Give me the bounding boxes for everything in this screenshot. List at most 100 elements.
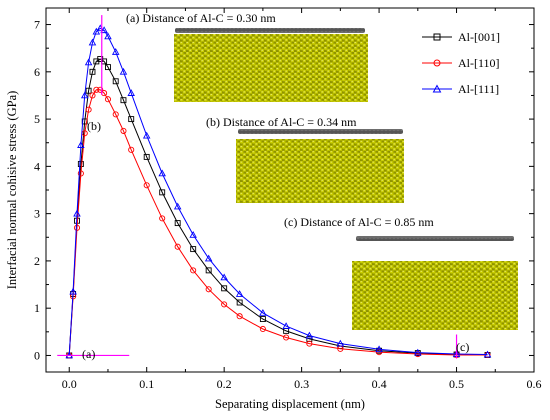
data-point <box>336 339 345 347</box>
aluminum-block <box>174 34 368 102</box>
data-point <box>142 131 151 139</box>
graphene-sheet <box>238 129 403 134</box>
inset-caption: (a) Distance of Al-C = 0.30 nm <box>126 11 276 25</box>
legend-swatch-marker <box>432 84 442 93</box>
series-line <box>68 89 488 356</box>
series <box>65 24 492 359</box>
data-point <box>259 316 266 323</box>
data-point <box>119 67 128 75</box>
data-point <box>77 161 84 167</box>
data-point <box>80 91 89 99</box>
data-point <box>236 313 243 320</box>
data-point <box>128 146 135 153</box>
y-tick-label: 3 <box>34 207 40 221</box>
data-point <box>120 127 127 134</box>
data-point <box>112 78 119 85</box>
point-markers: (a) (b) (c) <box>57 15 469 361</box>
data-point <box>127 89 135 96</box>
data-point <box>375 345 383 353</box>
data-point <box>89 92 96 99</box>
data-point <box>205 286 212 293</box>
x-tick-label: 0.0 <box>62 377 77 391</box>
data-point <box>414 348 422 356</box>
x-axis-title: Separating displacement (nm) <box>215 397 365 411</box>
data-point <box>189 230 197 238</box>
data-point <box>128 116 135 123</box>
state-marker-label: (a) <box>82 347 95 361</box>
y-tick-label: 0 <box>34 348 40 362</box>
data-point <box>190 267 197 274</box>
legend-swatch-marker <box>433 33 441 41</box>
data-point <box>92 27 101 35</box>
series-line <box>68 58 488 356</box>
data-point <box>221 301 228 308</box>
y-tick-label: 5 <box>34 112 40 126</box>
inset-caption: (c) Distance of Al-C = 0.85 nm <box>284 215 434 229</box>
legend-label: Al-[111] <box>458 82 499 96</box>
x-tick-label: 0.1 <box>139 377 154 391</box>
data-point <box>84 58 93 66</box>
data-point <box>306 340 313 347</box>
data-point <box>159 189 166 196</box>
data-point <box>77 141 85 148</box>
data-point <box>205 267 212 274</box>
insets: (a) Distance of Al-C = 0.30 nm (b) Distan… <box>126 11 518 330</box>
data-point <box>89 68 96 75</box>
y-tick-label: 1 <box>34 301 40 315</box>
graphene-sheet <box>175 28 365 33</box>
series-line <box>68 27 488 356</box>
data-point <box>111 48 120 55</box>
legend-box <box>418 24 526 112</box>
data-point <box>305 331 314 339</box>
data-point <box>173 202 182 210</box>
data-point <box>283 334 290 341</box>
x-tick-label: 0.3 <box>294 377 309 391</box>
x-tick-label: 0.4 <box>372 377 387 391</box>
y-tick-label: 4 <box>34 159 40 173</box>
y-axis-title: Interfacial normal cohisive stress (GPa) <box>5 91 19 290</box>
x-tick-label: 0.6 <box>527 377 542 391</box>
data-point <box>221 285 228 292</box>
data-point <box>97 86 104 93</box>
y-tick-label: 2 <box>34 254 40 268</box>
x-tick-label: 0.2 <box>217 377 232 391</box>
graphene-sheet <box>356 236 514 241</box>
data-point <box>105 64 111 71</box>
y-tick-label: 6 <box>34 65 40 79</box>
data-point <box>73 224 81 231</box>
aluminum-block <box>236 139 404 203</box>
data-point <box>220 273 228 281</box>
x-tick-label: 0.5 <box>449 377 464 391</box>
data-point <box>85 87 92 94</box>
data-point <box>259 325 266 333</box>
data-point <box>104 96 112 103</box>
data-point <box>174 243 181 250</box>
data-point <box>235 290 244 297</box>
data-point <box>73 209 81 217</box>
data-point <box>88 38 97 46</box>
data-point <box>190 246 197 253</box>
data-point <box>112 111 119 118</box>
data-point <box>158 169 166 177</box>
data-point <box>69 287 77 295</box>
data-point <box>100 26 108 34</box>
inset-caption: (b) Distance of Al-C = 0.34 nm <box>206 115 357 129</box>
data-point <box>483 350 492 358</box>
data-point <box>282 322 290 329</box>
data-point <box>120 97 127 104</box>
state-marker-label: (b) <box>87 119 101 133</box>
legend: Al-[001] Al-[110] Al-[111] <box>418 24 526 112</box>
data-point <box>143 182 150 189</box>
data-point <box>104 32 112 40</box>
aluminum-block <box>352 261 518 330</box>
legend-swatch-marker <box>433 59 441 67</box>
data-point <box>204 254 213 262</box>
y-tick-label: 7 <box>34 18 40 32</box>
data-point <box>143 153 150 160</box>
axes: 0.0 0.1 0.2 0.3 0.4 0.5 0.6 0 1 2 3 4 5 6 7 Separating … <box>5 7 542 411</box>
data-point <box>77 170 84 177</box>
legend-label: Al-[110] <box>458 56 500 70</box>
legend-label: Al-[001] <box>458 30 500 44</box>
data-point <box>236 299 243 306</box>
